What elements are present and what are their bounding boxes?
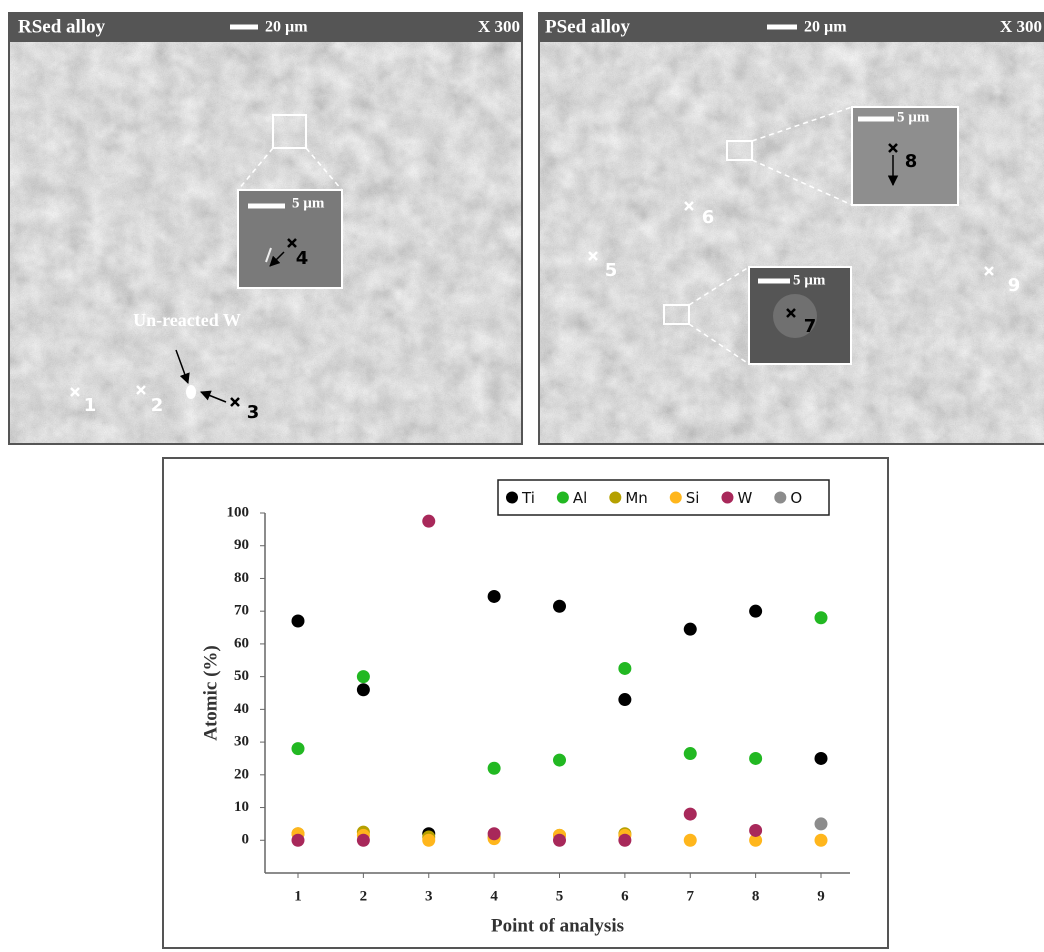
point-label: 2 [151,395,164,416]
y-tick-label: 60 [234,635,249,651]
magnification: X 300 [1000,17,1042,36]
y-tick-label: 80 [234,570,249,586]
data-point [357,834,370,847]
data-point [488,590,501,603]
point-label: 6 [702,207,715,228]
x-tick-label: 9 [817,888,825,904]
data-point [749,605,762,618]
data-point [292,834,305,847]
point-label: 9 [1008,275,1021,296]
point-label: 1 [84,395,97,416]
data-point [488,827,501,840]
legend-swatch [609,492,621,504]
data-point [553,754,566,767]
legend-label: Si [686,489,700,507]
point-label: 7 [804,316,817,337]
figure: RSed alloy 20 µm X 300 PSed alloy 20 µm X 300… [0,0,1044,952]
data-point [618,693,631,706]
x-tick-label: 7 [687,888,695,904]
data-point [553,600,566,613]
annotation: Un-reacted W [133,310,241,330]
data-point [684,747,697,760]
legend-swatch [670,492,682,504]
magnification: X 300 [478,17,520,36]
x-tick-label: 5 [556,888,564,904]
y-tick-label: 10 [234,799,249,815]
data-point [292,742,305,755]
data-point [357,670,370,683]
data-point [292,615,305,628]
micrograph-left [8,12,523,445]
y-tick-label: 50 [234,668,249,684]
legend-label: Ti [521,489,535,507]
panel-title: PSed alloy [545,16,630,37]
inset-scale-label: 5 µm [292,195,325,211]
legend-swatch [506,492,518,504]
data-point [422,515,435,528]
point-label: 5 [605,260,618,281]
data-point [618,834,631,847]
data-point [553,834,566,847]
scale-label: 20 µm [804,19,847,36]
scale-label: 20 µm [265,19,308,36]
x-axis-title: Point of analysis [491,915,624,936]
x-tick-label: 4 [490,888,498,904]
legend-label: Mn [625,489,647,507]
y-axis-title: Atomic (%) [200,645,221,741]
x-tick-label: 6 [621,888,629,904]
x-tick-label: 8 [752,888,760,904]
legend-swatch [774,492,786,504]
y-tick-label: 0 [242,832,250,848]
data-point [749,752,762,765]
x-tick-label: 3 [425,888,433,904]
unreacted-w-particle [186,385,196,399]
data-point [422,834,435,847]
legend-label: Al [573,489,587,507]
y-tick-label: 70 [234,603,249,619]
y-tick-label: 100 [227,504,250,520]
legend-swatch [721,492,733,504]
inset-scale-label: 5 µm [897,109,930,125]
data-point [357,683,370,696]
data-point [749,824,762,837]
y-tick-label: 90 [234,537,249,553]
micrograph-right [538,12,1044,445]
inset-scale-label: 5 µm [793,272,826,288]
data-point [684,834,697,847]
legend-label: W [737,489,752,507]
x-tick-label: 2 [360,888,368,904]
data-point [815,752,828,765]
data-point [684,808,697,821]
data-point [684,623,697,636]
x-tick-label: 1 [294,888,302,904]
point-label: 4 [296,248,309,269]
point-label: 3 [247,402,260,423]
y-tick-label: 30 [234,734,249,750]
point-label: 8 [905,151,918,172]
data-point [815,834,828,847]
sem-texture [540,42,1044,443]
panel-title: RSed alloy [18,16,106,37]
chart-frame [163,458,888,948]
data-point [815,817,828,830]
data-point [618,662,631,675]
y-tick-label: 40 [234,701,249,717]
data-point [488,762,501,775]
data-point [815,611,828,624]
y-tick-label: 20 [234,766,249,782]
legend-swatch [557,492,569,504]
legend-label: O [790,489,802,507]
